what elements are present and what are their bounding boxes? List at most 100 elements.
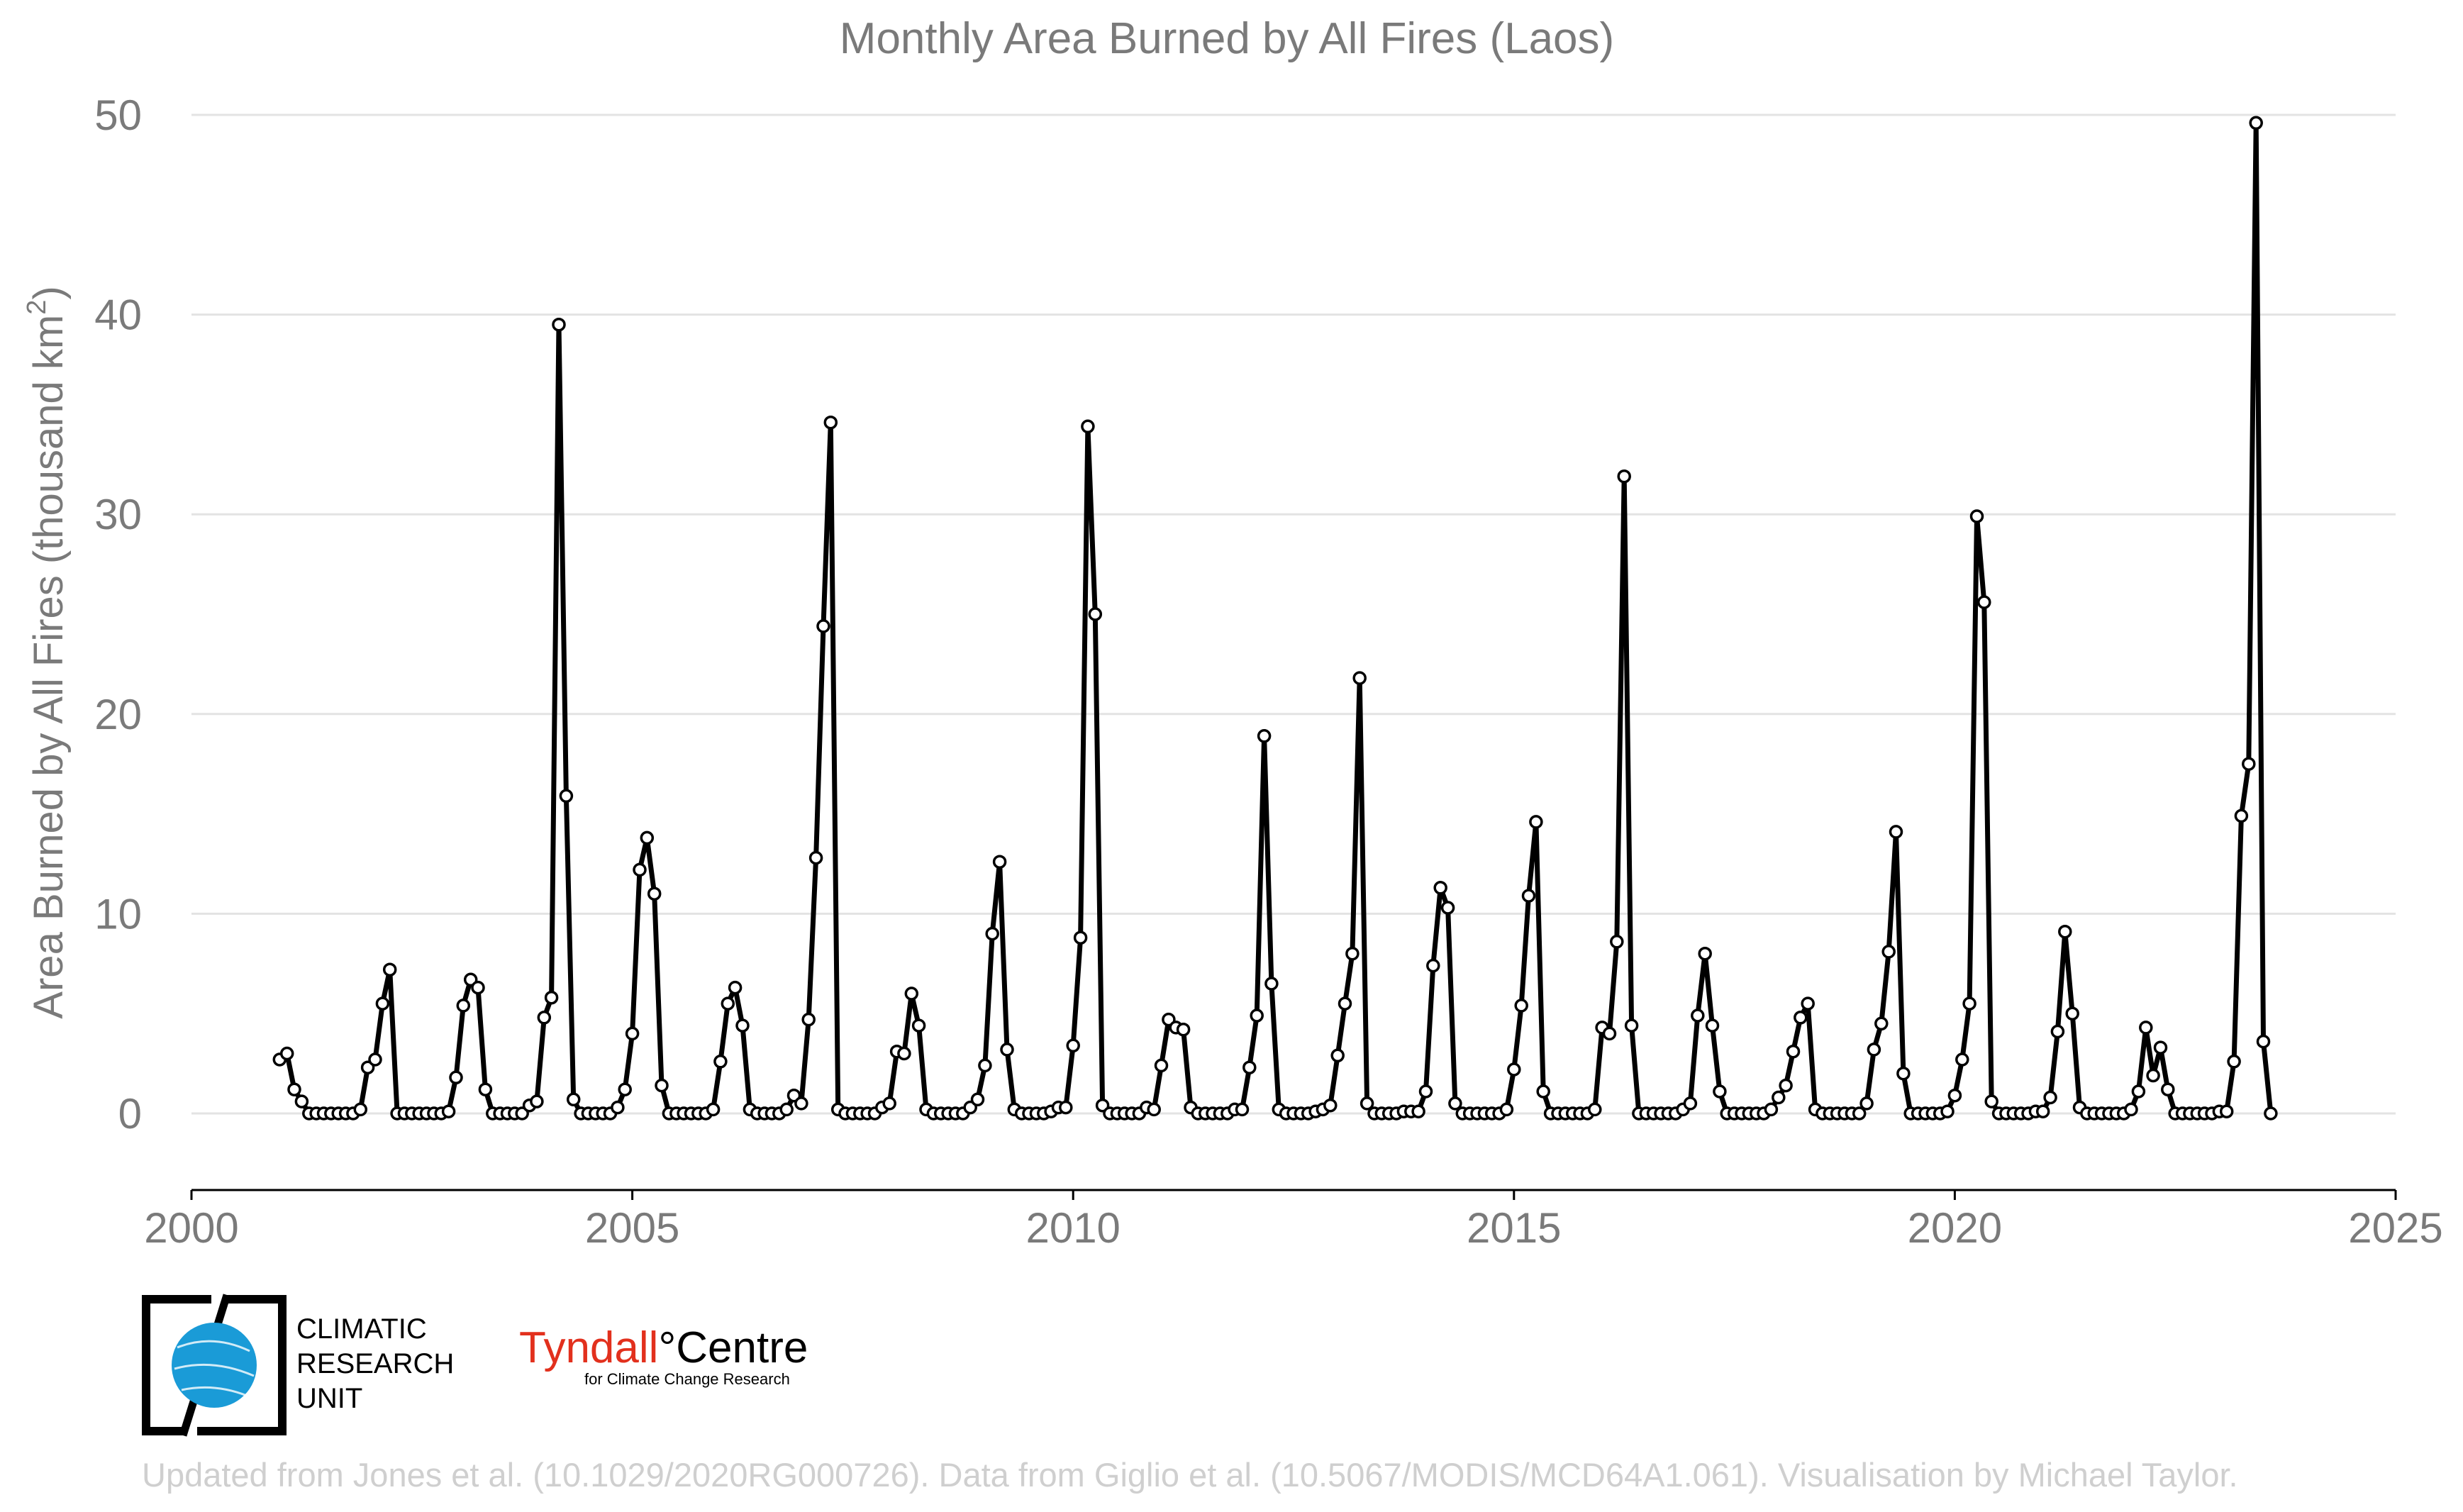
cru-logo [142, 1294, 287, 1437]
data-point [1418, 1084, 1433, 1099]
x-tick-label: 2005 [585, 1204, 679, 1252]
data-point [1411, 1104, 1425, 1118]
data-point [471, 980, 485, 995]
y-axis-title-sup: 2 [22, 300, 52, 315]
data-point [2146, 1068, 2160, 1083]
data-point [1338, 996, 1352, 1011]
data-point [1896, 1066, 1911, 1081]
data-point [1889, 825, 1903, 839]
data-point [1448, 1096, 1462, 1111]
data-point [911, 1018, 926, 1033]
data-point [1250, 1008, 1264, 1023]
cru-logo-text: CLIMATIC RESEARCH UNIT [296, 1312, 454, 1416]
data-point [1705, 1018, 1720, 1033]
data-point [1323, 1098, 1338, 1113]
x-tick-label: 2000 [144, 1204, 238, 1252]
data-point [1713, 1084, 1727, 1099]
data-point [808, 850, 823, 865]
data-point [368, 1052, 382, 1067]
data-point [2139, 1021, 2153, 1035]
y-tick-labels: 0 10 20 30 40 50 [94, 91, 142, 1138]
data-point [728, 980, 743, 995]
data-point [611, 1100, 625, 1115]
data-point [1881, 945, 1896, 959]
data-point [2065, 1006, 2079, 1021]
data-point [794, 1096, 808, 1111]
data-point [2256, 1034, 2271, 1049]
data-point [2058, 924, 2072, 939]
data-point [618, 1082, 632, 1096]
data-point [1764, 1102, 1779, 1117]
data-point [2124, 1102, 2138, 1117]
data-point [441, 1104, 456, 1118]
data-point [1867, 1043, 1881, 1057]
data-point [1345, 946, 1360, 961]
data-point [1940, 1104, 1955, 1118]
data-point [1624, 1018, 1639, 1033]
data-point [2035, 1104, 2050, 1118]
data-point [1154, 1058, 1169, 1073]
data-point [1984, 1094, 1998, 1108]
cru-text-line1: CLIMATIC [296, 1313, 427, 1345]
tyndall-centre: Centre [676, 1323, 808, 1372]
chart-title: Monthly Area Burned by All Fires (Laos) [840, 14, 1614, 63]
data-point [735, 1018, 750, 1033]
data-point [279, 1046, 294, 1061]
cru-text-line2: RESEARCH [296, 1348, 455, 1379]
data-point [1059, 1100, 1073, 1115]
data-point [1257, 729, 1272, 743]
x-tick-label: 2010 [1025, 1204, 1120, 1252]
y-axis-title-end: ) [26, 286, 72, 299]
data-point [2050, 1024, 2065, 1039]
footer-credit: Updated from Jones et al. (10.1029/2020R… [142, 1456, 2238, 1494]
y-tick-label: 10 [94, 890, 142, 938]
data-point [1859, 1096, 1874, 1111]
data-point [478, 1082, 493, 1096]
data-point [1499, 1102, 1514, 1117]
data-point [1176, 1022, 1191, 1037]
cru-bracket-right [197, 1295, 287, 1435]
y-axis-title-main: Area Burned by All Fires (thousand km [26, 315, 72, 1019]
tyndall-logo: Tyndall°Centre for Climate Change Resear… [519, 1326, 808, 1389]
x-tick-label: 2020 [1908, 1204, 2002, 1252]
data-point [1852, 1106, 1867, 1121]
data-point [2264, 1106, 2278, 1121]
data-point [1360, 1096, 1374, 1111]
x-tick-label: 2025 [2348, 1204, 2442, 1252]
tyndall-degree: ° [658, 1323, 677, 1372]
data-point [1242, 1060, 1257, 1074]
data-point [2131, 1084, 2146, 1099]
cru-globe-lines [174, 1340, 255, 1397]
data-point [1081, 419, 1095, 434]
data-point [1514, 999, 1528, 1013]
data-point [970, 1092, 985, 1107]
data-point [2043, 1090, 2057, 1105]
data-point [713, 1055, 728, 1069]
y-tick-label: 40 [94, 291, 142, 339]
data-point [1977, 595, 1991, 609]
data-point [779, 1102, 794, 1117]
data-point [1426, 958, 1440, 973]
data-point [1786, 1044, 1801, 1059]
data-point [1691, 1008, 1705, 1023]
data-point [1147, 1102, 1161, 1117]
data-point [287, 1082, 301, 1096]
data-point [1000, 1043, 1014, 1057]
data-point [353, 1102, 368, 1117]
cru-bracket-left [142, 1295, 211, 1435]
data-point [1874, 1016, 1889, 1031]
data-point [382, 962, 397, 977]
data-point [1521, 889, 1536, 903]
data-point [449, 1070, 463, 1085]
data-point [1602, 1026, 1617, 1041]
data-point [882, 1096, 896, 1111]
data-point [1698, 946, 1712, 961]
data-point [985, 926, 999, 941]
data-point [1264, 977, 1279, 991]
data-point [1088, 607, 1103, 621]
data-point [1683, 1096, 1698, 1111]
data-point [2153, 1040, 2168, 1055]
data-point [640, 830, 655, 845]
data-point [1073, 930, 1088, 945]
